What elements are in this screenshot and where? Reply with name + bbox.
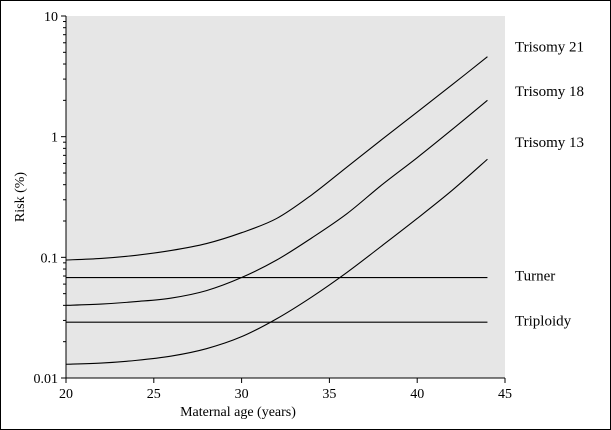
y-axis-ticks: 0.01 0.1 1 10 <box>34 10 66 387</box>
series-label-triploidy: Triploidy <box>515 313 572 329</box>
y-tick-label: 1 <box>51 131 58 146</box>
x-axis-title: Maternal age (years) <box>180 405 296 420</box>
x-tick-label: 20 <box>59 387 73 402</box>
y-tick-label: 10 <box>44 10 58 25</box>
y-tick-label: 0.01 <box>34 372 59 387</box>
x-tick-label: 40 <box>410 387 424 402</box>
series-labels: Trisomy 21 Trisomy 18 Trisomy 13 Turner Trip… <box>515 39 584 329</box>
series-label-trisomy-18: Trisomy 18 <box>515 84 584 100</box>
x-tick-label: 35 <box>322 387 336 402</box>
plot-lines <box>65 56 488 365</box>
series-label-trisomy-13: Trisomy 13 <box>515 135 584 151</box>
x-tick-label: 25 <box>147 387 161 402</box>
series-line-trisomy-18 <box>65 99 488 306</box>
series-line-trisomy-21 <box>65 56 488 261</box>
x-tick-label: 45 <box>498 387 512 402</box>
x-tick-label: 30 <box>235 387 249 402</box>
x-axis-ticks: 20 25 30 35 40 45 <box>59 378 512 402</box>
axes <box>65 16 505 379</box>
series-label-trisomy-21: Trisomy 21 <box>515 39 584 55</box>
series-label-turner: Turner <box>515 268 555 284</box>
y-tick-label: 0.1 <box>41 251 59 266</box>
plot-area <box>66 16 505 378</box>
series-line-trisomy-13 <box>65 158 488 365</box>
y-axis-title: Risk (%) <box>13 172 28 223</box>
